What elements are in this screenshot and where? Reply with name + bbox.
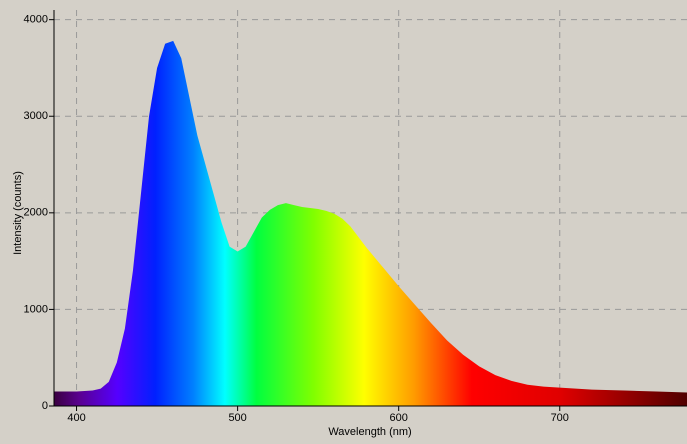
y-tick-label: 3000 bbox=[24, 110, 48, 122]
y-tick-label: 0 bbox=[42, 400, 48, 412]
x-tick-label: 700 bbox=[551, 412, 569, 424]
x-tick-label: 400 bbox=[67, 412, 85, 424]
y-tick-label: 4000 bbox=[24, 14, 48, 26]
x-axis-label: Wavelength (nm) bbox=[328, 426, 411, 438]
y-axis-label: Intensity (counts) bbox=[12, 171, 24, 255]
y-tick-label: 1000 bbox=[24, 303, 48, 315]
x-tick-label: 600 bbox=[390, 412, 408, 424]
y-tick-label: 2000 bbox=[24, 207, 48, 219]
x-tick-label: 500 bbox=[228, 412, 246, 424]
spectrum-area bbox=[54, 40, 687, 406]
